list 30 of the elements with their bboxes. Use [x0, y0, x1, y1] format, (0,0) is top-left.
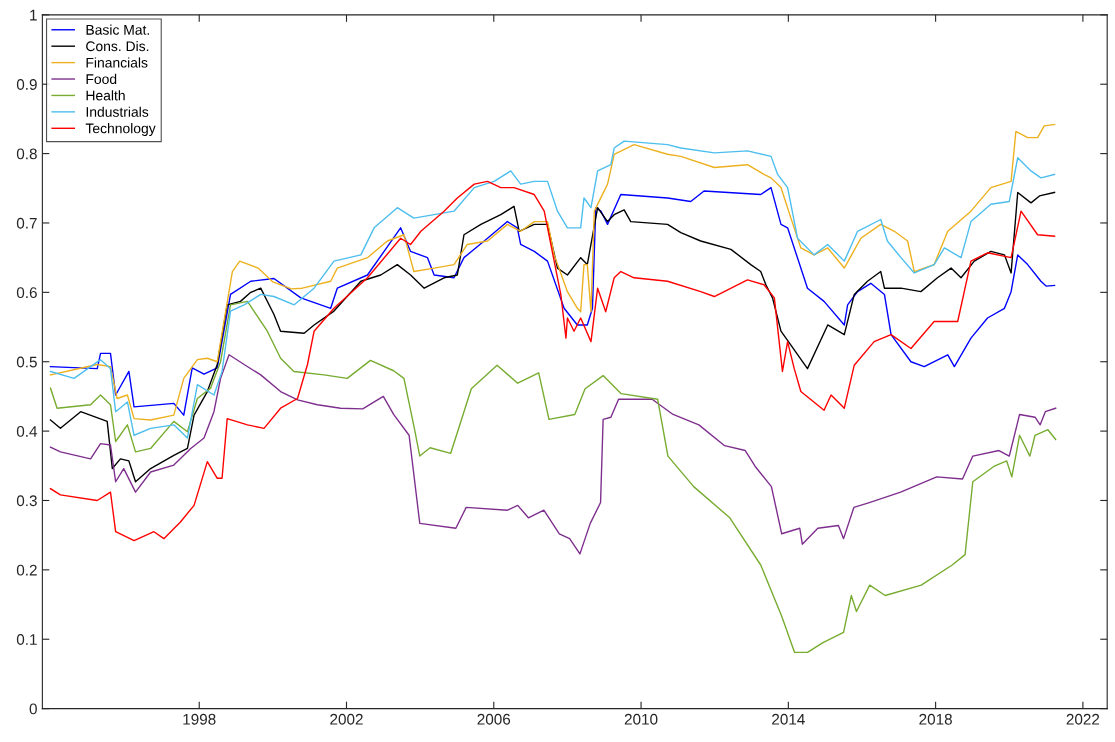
legend-label: Industrials	[86, 106, 149, 117]
legend-label: Basic Mat.	[86, 24, 149, 35]
y-tick-label: 0.1	[16, 634, 37, 645]
line-series	[49, 354, 1057, 555]
x-tick-label: 1998	[183, 713, 216, 725]
line-series	[49, 186, 1056, 416]
x-tick-label: 2018	[919, 713, 952, 725]
y-tick-label: 0.2	[16, 564, 37, 576]
y-tick-label: 1	[30, 9, 37, 21]
legend-label: Food	[86, 73, 117, 85]
y-tick-label: 0.9	[16, 79, 37, 90]
line-series	[49, 191, 1056, 483]
x-tick-label: 2022	[1066, 713, 1100, 725]
y-tick-label: 0.3	[16, 495, 37, 507]
legend-label: Technology	[85, 123, 156, 137]
legend-label: Health	[86, 90, 125, 101]
x-tick-label: 2014	[772, 713, 805, 725]
x-tick-label: 2006	[477, 713, 511, 725]
legend-label: Financials	[86, 57, 148, 68]
line-series	[49, 300, 1057, 654]
y-tick-label: 0.7	[16, 217, 37, 229]
y-tick-label: 0.6	[16, 287, 37, 299]
x-tick-label: 2010	[624, 713, 658, 725]
y-tick-label: 0.4	[16, 425, 38, 437]
y-tick-label: 0.5	[16, 356, 37, 368]
line-series	[49, 180, 1056, 542]
legend-label: Cons. Dis.	[86, 40, 149, 52]
x-tick-label: 2002	[330, 713, 363, 725]
y-tick-label: 0	[29, 703, 37, 715]
y-tick-label: 0.8	[16, 148, 37, 160]
